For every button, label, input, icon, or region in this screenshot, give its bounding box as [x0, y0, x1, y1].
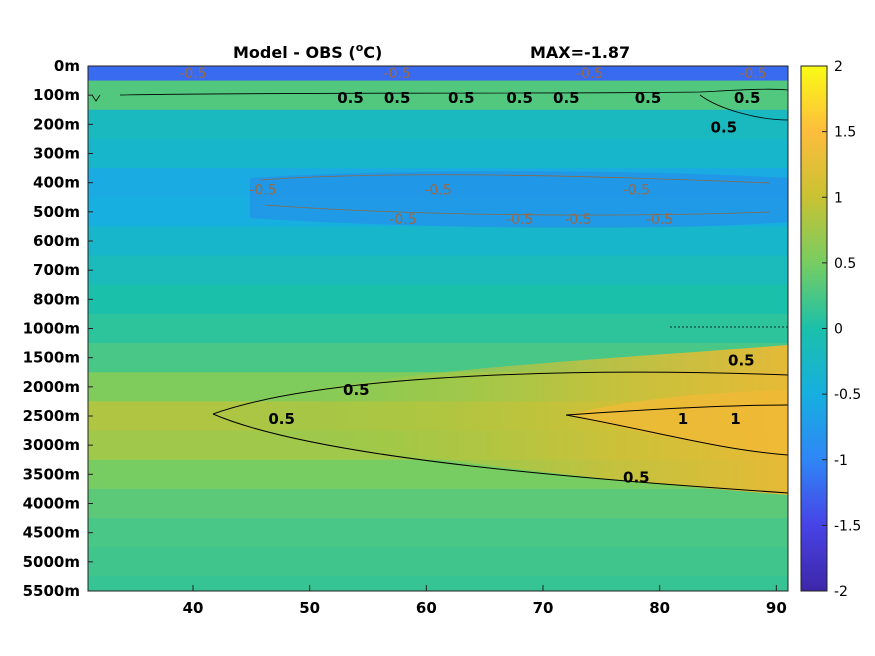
title-unit-end: C): [363, 43, 382, 62]
contour-line: [212, 413, 788, 494]
contour-label: 0.5: [506, 89, 533, 107]
colorbar-tick-label: -2: [834, 584, 848, 600]
x-axis-ticks: 40 50 60 70 80 90: [183, 585, 787, 617]
colorbar-tick-label: 0.5: [834, 256, 856, 272]
x-tick-label: 80: [649, 599, 670, 617]
y-tick-label: 4000m: [23, 495, 80, 513]
depth-band: [88, 255, 788, 286]
contour-label: -0.5: [389, 212, 416, 228]
y-tick-label: 1000m: [23, 320, 80, 338]
colorbar-tick-label: -1: [834, 453, 848, 469]
contour-label: -0.5: [179, 66, 206, 82]
contour-line: [259, 174, 771, 184]
title-unit-superscript: o: [356, 41, 364, 54]
contour-label: 0.5: [553, 89, 580, 107]
contour-label: 0.5: [623, 468, 650, 486]
depth-band: [88, 313, 788, 344]
y-tick-label: 2500m: [23, 407, 80, 425]
contour-label: 0.5: [337, 89, 364, 107]
colorbar-tick-label: 1.5: [834, 125, 856, 141]
y-tick-label: 700m: [33, 261, 80, 279]
x-tick-label: 70: [533, 599, 554, 617]
contour-label: -0.5: [576, 66, 603, 82]
y-tick-label: 600m: [33, 232, 80, 250]
contour-label: 0.5: [268, 410, 295, 428]
contour-line: [565, 404, 788, 416]
depth-band: [88, 138, 788, 169]
contour-label: 1: [730, 410, 740, 428]
heatmap-depth-bands: [88, 66, 788, 591]
y-tick-label: 5000m: [23, 553, 80, 571]
depth-band: [88, 488, 788, 519]
depth-band: [88, 109, 788, 140]
contour-label: 0.5: [448, 89, 475, 107]
contour-label: -0.5: [424, 183, 451, 199]
title-text: Model - OBS (: [233, 43, 356, 62]
depth-band: [88, 66, 788, 82]
y-tick-label: 200m: [33, 115, 80, 133]
y-tick-label: 3500m: [23, 465, 80, 483]
y-tick-label: 1500m: [23, 349, 80, 367]
y-tick-label: 4500m: [23, 524, 80, 542]
contour-label: -0.5: [564, 212, 591, 228]
chart-title: Model - OBS (oC): [233, 41, 382, 62]
depth-band: [88, 547, 788, 577]
x-tick-label: 40: [183, 599, 204, 617]
contour-label: 0.5: [734, 89, 761, 107]
contour-label: -0.5: [623, 183, 650, 199]
contour-line: [212, 371, 788, 415]
x-tick-label: 60: [416, 599, 437, 617]
y-tick-label: 300m: [33, 145, 80, 163]
y-tick-label: 100m: [33, 86, 80, 104]
x-tick-label: 50: [299, 599, 320, 617]
y-tick-label: 2000m: [23, 378, 80, 396]
colorbar-tick-label: -1.5: [834, 518, 861, 534]
svg-text:Model - OBS (oC): Model - OBS (oC): [233, 41, 382, 62]
colorbar-tick-label: 1: [834, 190, 843, 206]
contour-label: -0.5: [646, 212, 673, 228]
contour-label: 0.5: [711, 118, 738, 136]
y-axis-depth-ticks: 0m 100m 200m 300m 400m 500m 600m 700m 800m 1000m 1…: [23, 57, 93, 600]
contour-label: -0.5: [739, 66, 766, 82]
colorbar-ticks: 2 1.5 1 0.5 0 -0.5 -1 -1.5 -2: [822, 59, 861, 600]
colorbar-tick-label: 2: [834, 59, 843, 75]
y-tick-label: 3000m: [23, 436, 80, 454]
heatmap-plot-area: 0.5 0.5 0.5 0.5 1 1 0.5 0.5 0.5 0.5 0.5 0.5 0.5 0.5 -0…: [88, 66, 788, 591]
x-tick-label: 90: [766, 599, 787, 617]
contour-labels: 0.5 0.5 0.5 0.5 1 1 0.5 0.5 0.5 0.5 0.5 0.5 0.5 0.5 -0…: [179, 66, 766, 486]
depth-band: [88, 284, 788, 315]
depth-band: [88, 576, 788, 591]
y-tick-label: 5500m: [23, 582, 80, 600]
y-tick-label: 500m: [33, 203, 80, 221]
colorbar-tick-label: 0: [834, 322, 843, 338]
warm-anomaly-core: [200, 345, 788, 495]
contour-label: 0.5: [728, 352, 755, 370]
contour-label: -0.5: [384, 66, 411, 82]
y-tick-label: 800m: [33, 290, 80, 308]
contour-label: 0.5: [343, 381, 370, 399]
contour-label: 1: [678, 410, 688, 428]
cool-anomaly-patch: [250, 171, 788, 228]
contour-line: [699, 94, 788, 121]
y-tick-label: 400m: [33, 174, 80, 192]
contour-label: -0.5: [249, 183, 276, 199]
depth-band: [88, 518, 788, 548]
contour-label: 0.5: [384, 89, 411, 107]
depth-band: [88, 197, 788, 227]
contour-label: -0.5: [506, 212, 533, 228]
contour-line: [264, 204, 771, 216]
contour-line: [565, 414, 788, 456]
depth-band: [88, 226, 788, 257]
depth-band: [88, 168, 788, 198]
contour-label: 0.5: [635, 89, 662, 107]
depth-band: [88, 80, 788, 111]
y-tick-label: 0m: [54, 57, 80, 75]
colorbar-tick-label: -0.5: [834, 387, 861, 403]
max-annotation: MAX=-1.87: [530, 43, 630, 62]
contour-line: [91, 88, 788, 102]
